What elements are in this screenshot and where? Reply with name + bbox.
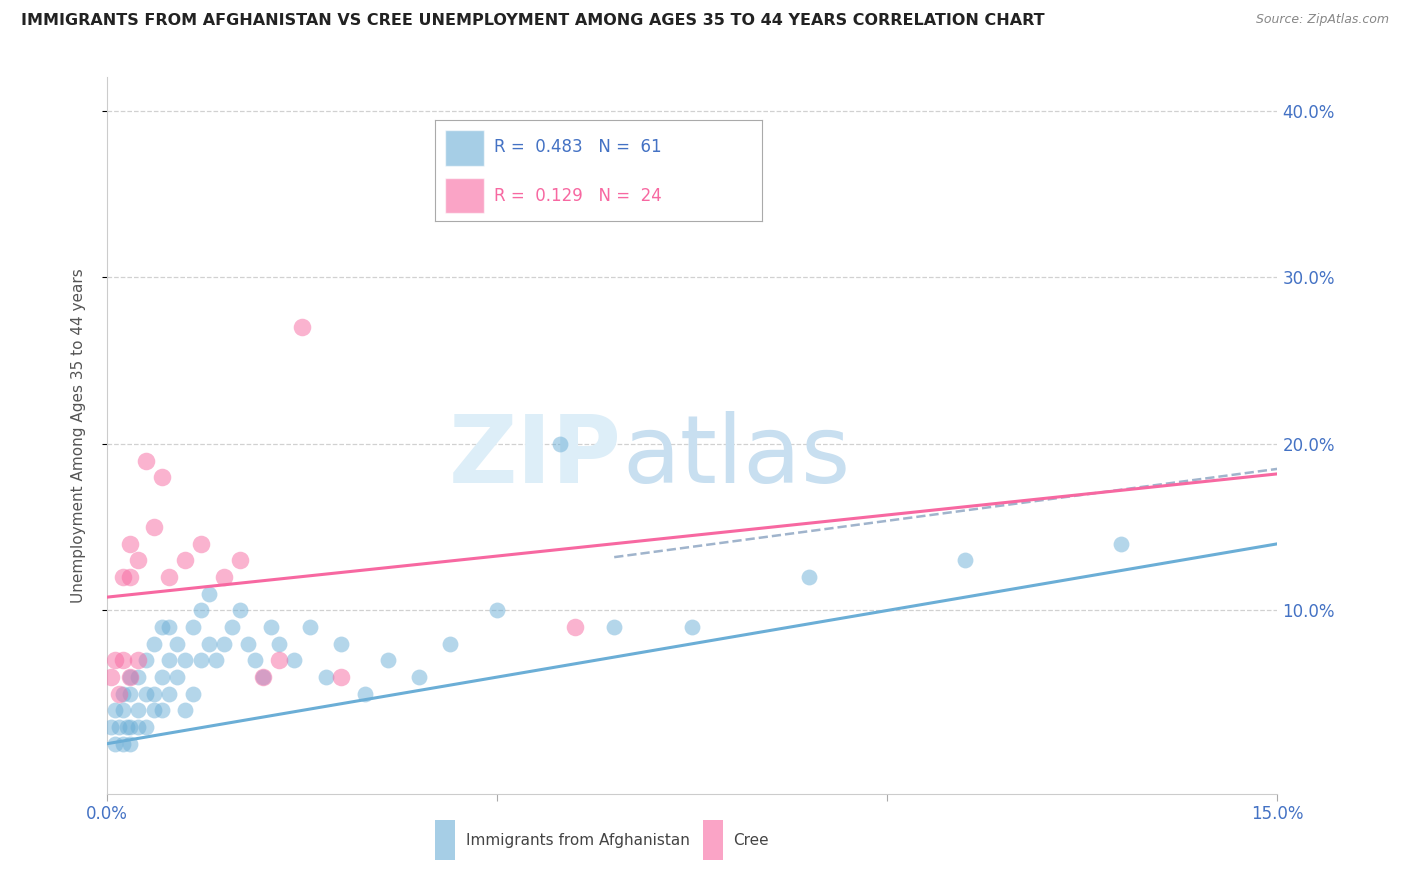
Point [205,653,228,667]
Point [298,620,321,634]
Point [115,720,138,734]
Point [681,620,703,634]
Point [107,720,129,734]
Text: IMMIGRANTS FROM AFGHANISTAN VS CREE UNEMPLOYMENT AMONG AGES 35 TO 44 YEARS CORRE: IMMIGRANTS FROM AFGHANISTAN VS CREE UNEM… [21,13,1045,29]
Text: Source: ZipAtlas.com: Source: ZipAtlas.com [1256,13,1389,27]
Point [377,653,399,667]
Point [127,703,149,717]
Point [1111,537,1133,551]
Point [120,720,142,734]
Point [150,670,173,684]
Point [104,737,127,751]
Point [236,637,259,651]
Y-axis label: Unemployment Among Ages 35 to 44 years: Unemployment Among Ages 35 to 44 years [72,268,86,603]
Point [603,620,626,634]
Point [245,653,267,667]
Point [104,653,127,667]
Point [330,670,353,684]
Point [100,720,122,734]
Text: ZIP: ZIP [449,411,621,503]
Point [197,587,219,601]
Point [190,603,212,617]
Point [150,703,173,717]
Point [135,453,157,467]
Point [127,553,149,567]
Point [166,670,188,684]
Point [548,437,571,451]
Point [252,670,274,684]
Point [111,737,134,751]
Point [120,670,142,684]
Point [107,687,129,701]
Point [142,637,165,651]
Point [486,603,509,617]
Point [181,687,204,701]
Point [120,537,142,551]
Point [111,703,134,717]
Point [681,153,703,168]
Point [315,670,337,684]
Point [799,570,821,584]
Point [120,670,142,684]
Point [267,637,290,651]
Point [111,687,134,701]
Point [135,720,157,734]
Point [260,620,283,634]
Point [330,637,353,651]
Point [353,687,375,701]
Point [150,620,173,634]
Point [174,703,197,717]
Point [159,570,181,584]
Point [135,687,157,701]
Point [104,703,127,717]
Point [111,570,134,584]
Point [212,570,235,584]
Point [267,653,290,667]
Point [190,653,212,667]
Point [159,687,181,701]
Point [252,670,274,684]
Point [212,637,235,651]
Point [142,687,165,701]
Point [408,670,430,684]
Text: atlas: atlas [621,411,851,503]
Point [291,320,314,334]
Point [159,620,181,634]
Point [111,653,134,667]
Point [197,637,219,651]
Point [228,603,250,617]
Point [150,470,173,484]
Point [283,653,305,667]
Point [564,620,586,634]
Point [120,737,142,751]
Point [135,653,157,667]
Point [181,620,204,634]
Point [100,670,122,684]
Point [955,553,977,567]
Point [127,653,149,667]
Point [190,537,212,551]
Point [166,637,188,651]
Point [120,570,142,584]
Point [120,687,142,701]
Point [142,703,165,717]
Point [228,553,250,567]
Point [174,653,197,667]
Point [142,520,165,534]
Point [221,620,243,634]
Point [439,637,461,651]
Point [127,720,149,734]
Point [174,553,197,567]
Point [127,670,149,684]
Point [159,653,181,667]
